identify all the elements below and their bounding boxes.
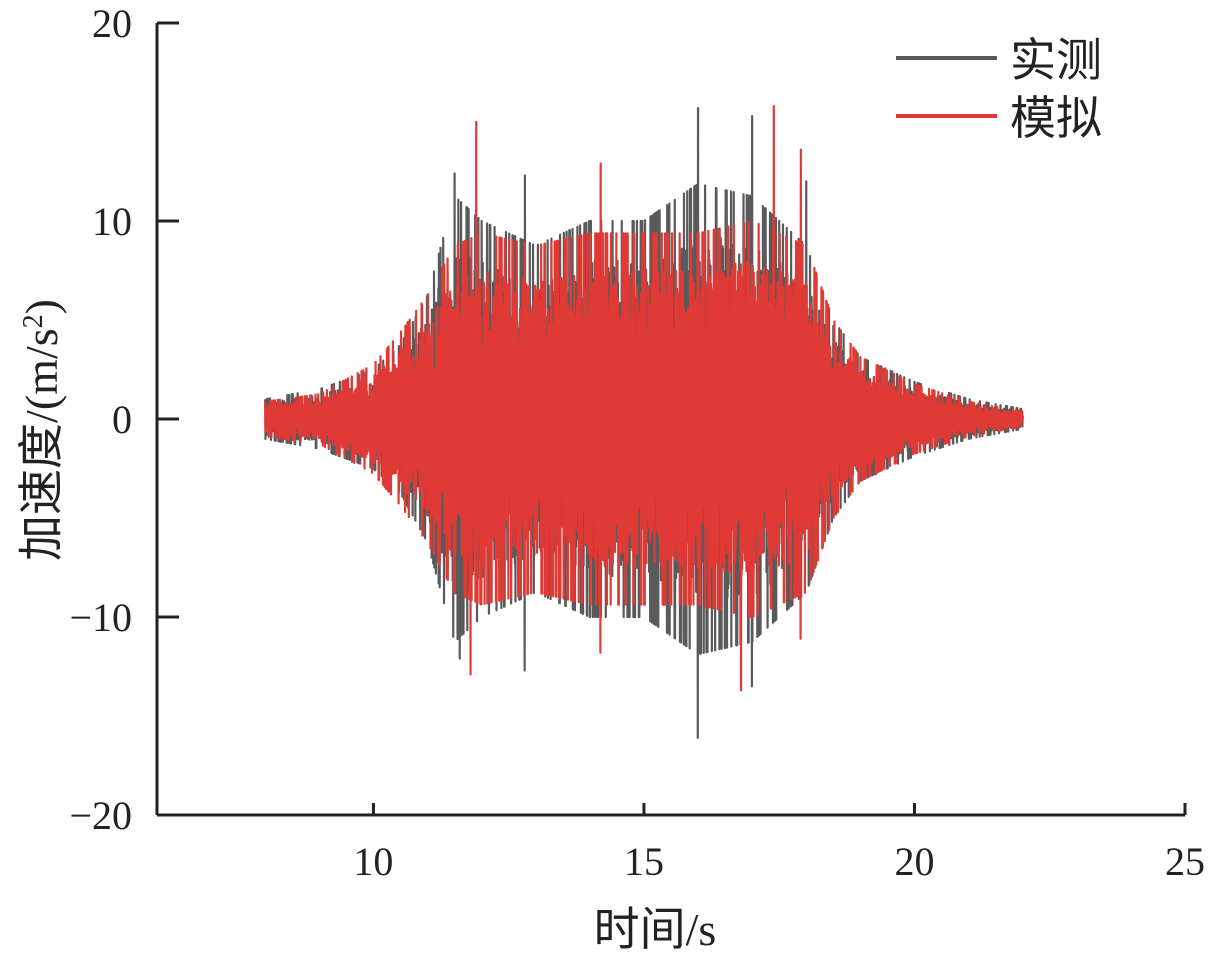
legend-label-simulated: 模拟 xyxy=(1010,93,1102,144)
x-tick-label: 20 xyxy=(894,839,934,884)
y-axis-title-sup: 2 xyxy=(18,314,49,328)
y-tick-label: −10 xyxy=(69,595,132,640)
x-axis-title: 时间/s xyxy=(594,904,717,955)
x-tick-label: 25 xyxy=(1165,839,1205,884)
x-tick-label: 10 xyxy=(353,839,393,884)
legend: 实测 模拟 xyxy=(896,35,1102,144)
legend-label-measured: 实测 xyxy=(1010,35,1102,86)
y-tick-label: 20 xyxy=(92,1,132,46)
y-axis-title-main: 加速度/(m/s xyxy=(16,328,67,561)
ticks: 10 15 20 25 −20 −10 0 10 20 xyxy=(69,1,1205,884)
series-line-simulated xyxy=(264,105,1024,692)
y-tick-label: −20 xyxy=(69,793,132,838)
y-tick-label: 10 xyxy=(92,199,132,244)
y-axis-title-close: ) xyxy=(16,299,67,314)
x-tick-label: 15 xyxy=(624,839,664,884)
y-axis-title: 加速度/(m/s2) xyxy=(16,299,67,561)
y-tick-label: 0 xyxy=(112,397,132,442)
series-layer xyxy=(264,105,1024,739)
